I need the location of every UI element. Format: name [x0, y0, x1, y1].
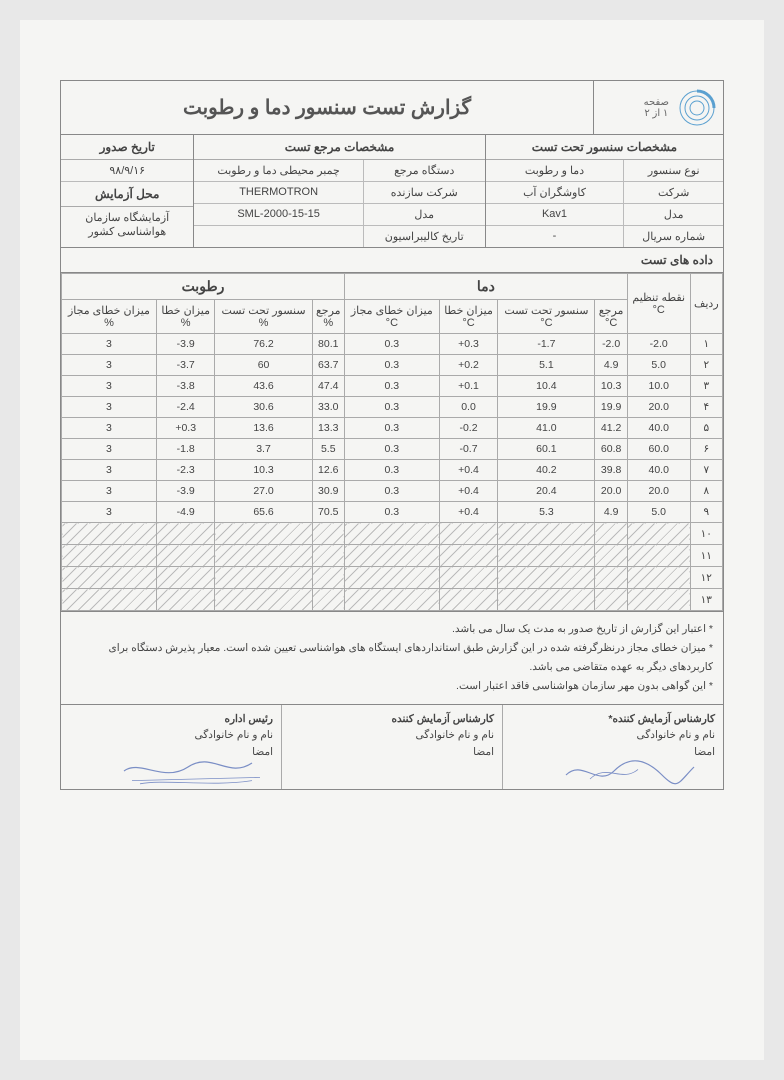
org-logo-icon — [677, 88, 717, 128]
page-label: صفحه — [644, 97, 669, 108]
signature-scribble-icon — [558, 755, 718, 787]
spec-reference: مشخصات مرجع تست دستگاه مرجعچمبر محیطی دم… — [193, 135, 484, 247]
spec-head: مشخصات مرجع تست — [194, 135, 484, 160]
spec-sensor-under-test: مشخصات سنسور تحت تست نوع سنسوردما و رطوب… — [485, 135, 723, 247]
table-row: ۷40.039.840.2+0.40.312.610.3-2.33 — [62, 460, 723, 481]
signature-cell: رئیس اداره نام و نام خانوادگی امضا — [61, 705, 281, 789]
data-table: ردیف نقطه تنظیم°C دما رطوبت مرجع°C سنسور… — [61, 273, 723, 611]
report-frame: صفحه ۱ از ۲ گزارش تست سنسور دما و رطوبت … — [60, 80, 724, 790]
spec-head: مشخصات سنسور تحت تست — [486, 135, 723, 160]
note-line: * میزان خطای مجاز درنظرگرفته شده در این … — [71, 639, 713, 677]
document-page: صفحه ۱ از ۲ گزارش تست سنسور دما و رطوبت … — [20, 20, 764, 1060]
table-row: ۵40.041.241.0-0.20.313.313.6+0.33 — [62, 418, 723, 439]
page-number: ۱ از ۲ — [644, 108, 669, 119]
table-row: ۶60.060.860.1-0.70.35.53.7-1.83 — [62, 439, 723, 460]
logo-cell: صفحه ۱ از ۲ — [593, 81, 723, 134]
table-row-empty: ۱۰ — [62, 523, 723, 545]
table-row-empty: ۱۲ — [62, 567, 723, 589]
signature-cell: کارشناس آزمایش کننده* نام و نام خانوادگی… — [502, 705, 723, 789]
note-line: * اعتبار این گزارش از تاریخ صدور به مدت … — [71, 620, 713, 639]
table-row: ۴20.019.919.90.00.333.030.6-2.43 — [62, 397, 723, 418]
table-row: ۳10.010.310.4+0.10.347.443.6-3.83 — [62, 376, 723, 397]
table-row: ۱-2.0-2.0-1.7+0.30.380.176.2-3.93 — [62, 334, 723, 355]
table-row-empty: ۱۱ — [62, 545, 723, 567]
signature-cell: کارشناس آزمایش کننده نام و نام خانوادگی … — [281, 705, 502, 789]
spec-row: مشخصات سنسور تحت تست نوع سنسوردما و رطوب… — [61, 135, 723, 248]
table-row: ۹5.04.95.3+0.40.370.565.6-4.93 — [62, 502, 723, 523]
signature-row: کارشناس آزمایش کننده* نام و نام خانوادگی… — [61, 704, 723, 789]
table-row: ۲5.04.95.1+0.20.363.760-3.73 — [62, 355, 723, 376]
notes-block: * اعتبار این گزارش از تاریخ صدور به مدت … — [61, 611, 723, 704]
data-section-title: داده های تست — [61, 248, 723, 273]
signature-scribble-icon — [116, 755, 276, 787]
spec-meta: تاریخ صدور ۹۸/۹/۱۶ محل آزمایش آزمایشگاه … — [61, 135, 193, 247]
header-row: صفحه ۱ از ۲ گزارش تست سنسور دما و رطوبت — [61, 81, 723, 135]
report-title: گزارش تست سنسور دما و رطوبت — [61, 81, 593, 134]
table-row: ۸20.020.020.4+0.40.330.927.0-3.93 — [62, 481, 723, 502]
table-body: ۱-2.0-2.0-1.7+0.30.380.176.2-3.93۲5.04.9… — [62, 334, 723, 611]
table-head: ردیف نقطه تنظیم°C دما رطوبت مرجع°C سنسور… — [62, 274, 723, 334]
table-row-empty: ۱۳ — [62, 589, 723, 611]
note-line: * این گواهی بدون مهر سازمان هواشناسی فاق… — [71, 677, 713, 696]
